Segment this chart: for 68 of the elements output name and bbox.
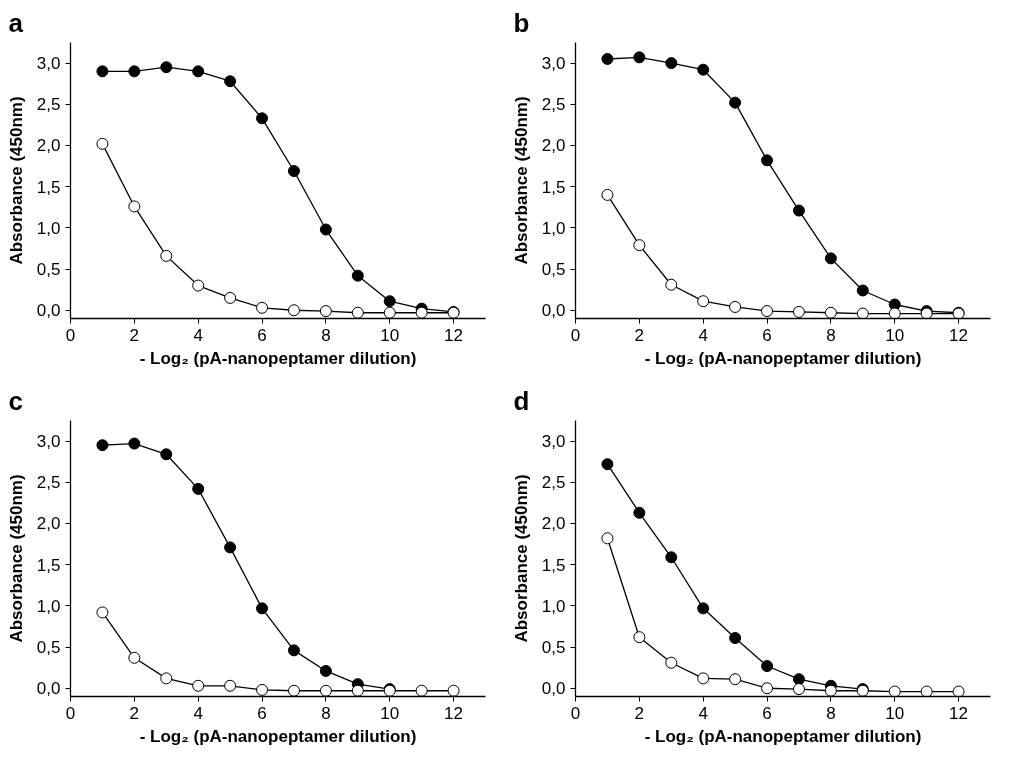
y-tick-label: 1,0 [36,218,61,238]
x-tick-label: 6 [257,703,267,723]
x-tick-label: 10 [380,325,400,345]
chart-title: c [8,385,23,416]
y-tick-label: 1,5 [541,177,566,197]
y-tick-label: 0,5 [36,260,61,280]
y-tick-label: 2,0 [541,514,566,534]
x-tick-label: 0 [570,325,581,345]
y-tick-label: 2,0 [36,514,61,534]
x-tick-label: 6 [762,325,772,345]
y-tick-label: 3,0 [36,432,61,452]
x-tick-label: 6 [762,703,772,723]
y-tick-label: 0,0 [36,679,61,699]
y-tick-label: 2,5 [36,95,61,115]
y-tick-label: 0,5 [541,260,566,280]
x-tick-label: 8 [321,325,331,345]
chart-title: a [8,7,24,38]
y-tick-label: 0,0 [36,301,61,321]
x-tick-label: 4 [698,325,708,345]
x-tick-label: 0 [65,703,76,723]
y-tick-label: 1,0 [541,218,566,238]
y-tick-label: 1,0 [541,596,566,616]
chart-title: d [513,385,530,416]
y-tick-label: 3,0 [541,54,566,74]
x-tick-label: 2 [129,325,140,345]
x-tick-label: 12 [444,703,464,723]
y-axis-title: Absorbance (450nm) [6,96,26,265]
x-axis-title: - Log₂ (pA-nanopeptamer dilution) [139,726,417,746]
x-tick-label: 0 [65,325,76,345]
y-tick-label: 1,5 [36,555,61,575]
y-tick-label: 1,5 [541,555,566,575]
x-tick-label: 4 [193,703,203,723]
x-tick-label: 6 [257,325,267,345]
y-tick-label: 3,0 [36,54,61,74]
y-axis-title: Absorbance (450nm) [6,474,26,643]
y-axis-title: Absorbance (450nm) [511,474,531,643]
x-tick-label: 4 [698,703,708,723]
x-tick-label: 2 [129,703,140,723]
y-tick-label: 0,5 [36,638,61,658]
x-tick-label: 8 [826,703,836,723]
x-tick-label: 2 [634,325,645,345]
y-axis-title: Absorbance (450nm) [511,96,531,265]
y-tick-label: 0,0 [541,679,566,699]
y-tick-label: 2,5 [541,95,566,115]
x-tick-label: 8 [321,703,331,723]
y-tick-label: 2,0 [541,136,566,156]
y-tick-label: 1,5 [36,177,61,197]
y-tick-label: 2,5 [36,473,61,493]
x-tick-label: 4 [193,325,203,345]
x-tick-label: 0 [570,703,581,723]
x-tick-label: 12 [444,325,464,345]
y-tick-label: 2,0 [36,136,61,156]
chart-title: b [513,7,530,38]
y-tick-label: 1,0 [36,596,61,616]
x-tick-label: 8 [826,325,836,345]
y-tick-label: 3,0 [541,432,566,452]
y-tick-label: 0,0 [541,301,566,321]
x-tick-label: 10 [885,703,905,723]
x-tick-label: 10 [885,325,905,345]
x-axis-title: - Log₂ (pA-nanopeptamer dilution) [644,726,922,746]
x-tick-label: 10 [380,703,400,723]
y-tick-label: 0,5 [541,638,566,658]
y-tick-label: 2,5 [541,473,566,493]
x-tick-label: 2 [634,703,645,723]
x-tick-label: 12 [949,703,969,723]
x-axis-title: - Log₂ (pA-nanopeptamer dilution) [644,348,922,368]
x-axis-title: - Log₂ (pA-nanopeptamer dilution) [139,348,417,368]
x-tick-label: 12 [949,325,969,345]
